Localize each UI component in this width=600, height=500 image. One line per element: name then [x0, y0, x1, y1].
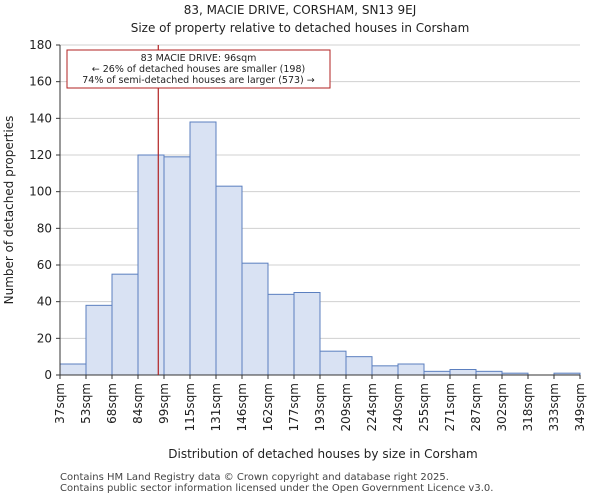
chart-subtitle: Size of property relative to detached ho…	[130, 21, 470, 35]
x-tick-label: 115sqm	[183, 383, 197, 431]
bar	[111, 273, 139, 376]
property-marker: 83 MACIE DRIVE: 96sqm← 26% of detached h…	[66, 45, 331, 375]
x-tick-label: 162sqm	[261, 383, 275, 431]
annotation-line: ← 26% of detached houses are smaller (19…	[92, 64, 305, 75]
x-tick-label: 255sqm	[417, 383, 431, 431]
x-tick-label: 193sqm	[313, 383, 327, 431]
y-tick-label: 0	[44, 368, 52, 382]
x-tick-label: 68sqm	[105, 383, 119, 424]
x-tick-label: 99sqm	[157, 383, 171, 424]
bar	[267, 293, 295, 376]
bar	[215, 185, 243, 376]
bar	[475, 370, 503, 376]
axes: 0 20 40 60 80 100 120 140 160 180 37sqm 53sqm 68sqm 8…	[29, 38, 587, 431]
bar	[189, 121, 217, 376]
bar	[293, 292, 321, 376]
x-tick-label: 240sqm	[391, 383, 405, 431]
y-tick-label: 120	[29, 148, 52, 162]
bars	[59, 121, 581, 376]
bar	[449, 369, 477, 376]
footer-line-1: Contains HM Land Registry data © Crown c…	[60, 472, 449, 483]
annotation-line: 83 MACIE DRIVE: 96sqm	[141, 53, 257, 64]
bar	[423, 370, 451, 376]
y-tick-label: 160	[29, 75, 52, 89]
x-axis-label: Distribution of detached houses by size …	[168, 447, 477, 461]
x-tick-label: 302sqm	[495, 383, 509, 431]
x-tick-label: 209sqm	[339, 383, 353, 431]
x-tick-label: 37sqm	[53, 383, 67, 424]
y-tick-label: 140	[29, 111, 52, 125]
annotation-line: 74% of semi-detached houses are larger (…	[82, 75, 315, 86]
y-tick-label: 80	[37, 221, 52, 235]
x-tick-label: 271sqm	[443, 383, 457, 431]
bar	[345, 356, 373, 376]
bar	[137, 154, 165, 376]
y-tick-label: 60	[37, 258, 52, 272]
y-tick-label: 180	[29, 38, 52, 52]
bar	[241, 262, 269, 376]
x-tick-label: 131sqm	[209, 383, 223, 431]
annotation-box	[66, 49, 331, 89]
x-tick-label: 333sqm	[547, 383, 561, 431]
x-tick-label: 84sqm	[131, 383, 145, 424]
bar	[397, 363, 425, 376]
x-tick-label: 146sqm	[235, 383, 249, 431]
bar	[319, 350, 347, 376]
bar	[59, 363, 87, 376]
x-tick-label: 318sqm	[521, 383, 535, 431]
y-axis-label: Number of detached properties	[2, 116, 16, 305]
chart-title: 83, MACIE DRIVE, CORSHAM, SN13 9EJ	[183, 3, 417, 17]
x-tick-label: 53sqm	[79, 383, 93, 424]
y-tick-label: 100	[29, 185, 52, 199]
y-tick-label: 40	[37, 295, 52, 309]
y-tick-label: 20	[37, 331, 52, 345]
x-tick-label: 224sqm	[365, 383, 379, 431]
bar	[85, 304, 113, 376]
footer-line-2: Contains public sector information licen…	[60, 483, 494, 494]
bar	[163, 156, 191, 376]
x-tick-label: 287sqm	[469, 383, 483, 431]
x-tick-label: 177sqm	[287, 383, 301, 431]
bar	[371, 365, 399, 376]
x-tick-label: 349sqm	[573, 383, 587, 431]
histogram-chart: 0 20 40 60 80 100 120 140 160 180 37sqm 53sqm 68sqm 8…	[2, 38, 587, 461]
